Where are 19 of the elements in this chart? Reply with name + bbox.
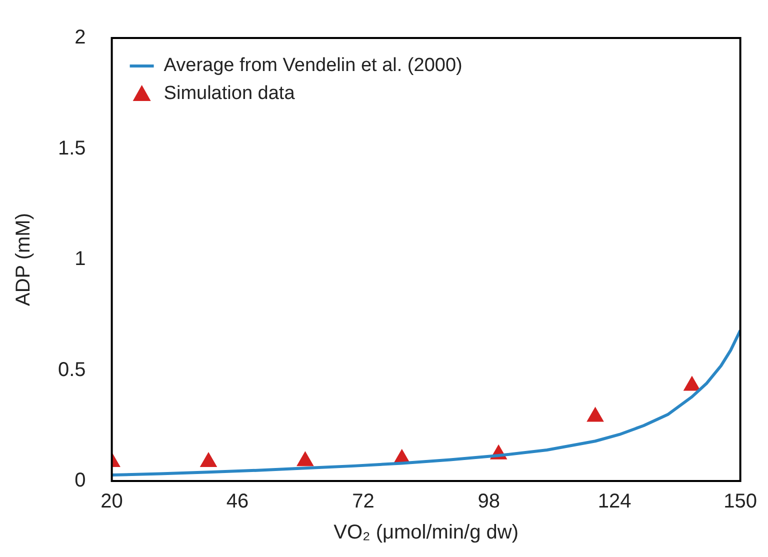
x-tick-label: 72 (352, 490, 374, 513)
y-axis-title: ADP (mM) (12, 213, 35, 306)
point (684, 376, 700, 391)
legend-label: Average from Vendelin et al. (2000) (164, 55, 462, 76)
y-tick-label: 2 (74, 26, 86, 49)
y-tick-label: 0.5 (58, 358, 86, 381)
y-tick-label: 1.5 (58, 137, 86, 160)
x-tick-label: 20 (100, 490, 123, 513)
x-axis-title: VO₂ (μmol/min/g dw) (334, 522, 518, 544)
point (296, 452, 314, 466)
x-tick-label: 46 (226, 490, 249, 513)
point (200, 452, 217, 467)
x-tick-label: 124 (598, 490, 632, 513)
y-tick-label: 1 (74, 248, 86, 270)
x-tick-label: 98 (478, 490, 500, 513)
y-tick-label: 0 (74, 470, 86, 492)
point (586, 407, 604, 422)
legend-label: Simulation data (164, 83, 296, 104)
x-tick-label: 150 (724, 490, 758, 513)
